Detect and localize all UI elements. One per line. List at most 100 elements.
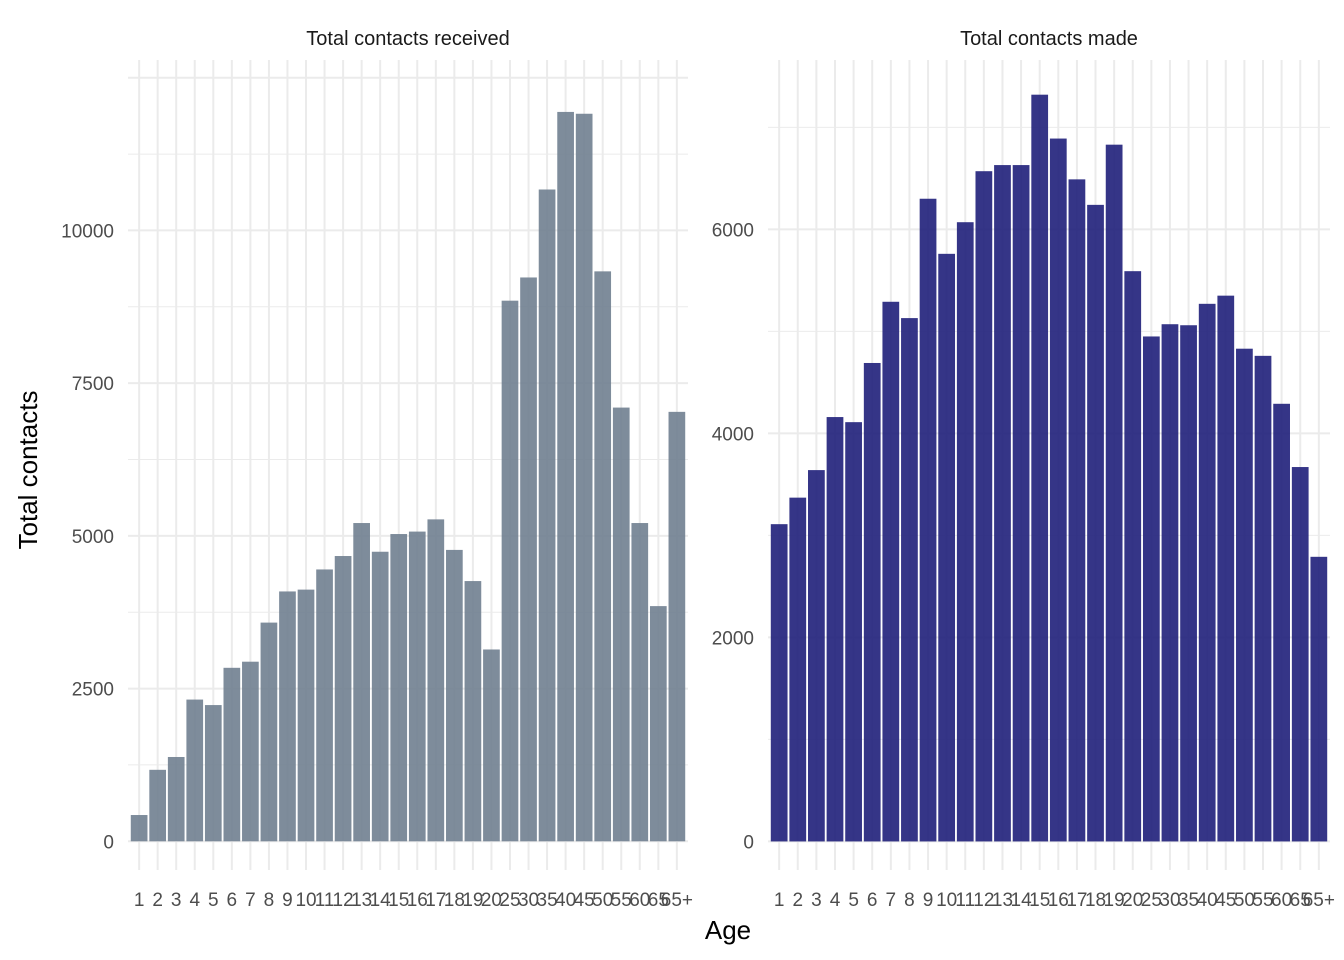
x-tick-label: 5 <box>208 890 219 911</box>
x-tick-label: 18 <box>444 890 465 911</box>
bar-30 <box>520 277 537 842</box>
bar-16 <box>408 531 426 842</box>
bar-9 <box>919 198 937 842</box>
bar-8 <box>260 622 278 842</box>
bar-12 <box>334 556 352 842</box>
bar-14 <box>1012 165 1030 842</box>
bar-7 <box>882 301 900 842</box>
x-tick-label: 1 <box>134 890 145 911</box>
x-tick-label: 7 <box>886 890 897 911</box>
bar-3 <box>167 756 185 842</box>
bar-20 <box>1124 271 1142 842</box>
x-tick-label: 55 <box>611 890 632 911</box>
y-axis-title: Total contacts <box>13 391 43 550</box>
x-tick-label: 65 <box>1290 890 1311 911</box>
x-tick-label: 35 <box>1178 890 1199 911</box>
bar-12 <box>975 171 993 842</box>
bars-received <box>130 111 686 842</box>
x-tick-label: 18 <box>1085 890 1106 911</box>
bar-6 <box>223 667 241 842</box>
x-tick-label: 16 <box>1048 890 1069 911</box>
bar-18 <box>446 549 463 842</box>
bar-6 <box>863 362 881 842</box>
bar-3 <box>808 470 825 842</box>
x-tick-label: 3 <box>811 890 822 911</box>
x-tick-label: 15 <box>1029 890 1050 911</box>
x-tick-label: 40 <box>1197 890 1218 911</box>
x-tick-label: 7 <box>245 890 256 911</box>
bar-15 <box>390 534 408 842</box>
x-tick-label: 2 <box>152 890 163 911</box>
x-tick-label: 30 <box>518 890 539 911</box>
bar-5 <box>845 422 862 842</box>
x-tick-label: 17 <box>425 890 446 911</box>
bar-50 <box>594 271 612 842</box>
x-tick-label: 15 <box>388 890 409 911</box>
y-tick-label: 5000 <box>72 527 114 548</box>
bar-60 <box>631 523 649 842</box>
bar-11 <box>316 569 333 842</box>
x-tick-label: 60 <box>629 890 650 911</box>
bar-45 <box>1217 295 1235 842</box>
x-tick-label: 25 <box>499 890 520 911</box>
bar-65 <box>649 606 667 842</box>
x-tick-label: 8 <box>904 890 915 911</box>
bar-30 <box>1161 324 1179 842</box>
x-tick-label: 14 <box>1011 890 1033 911</box>
x-tick-label: 12 <box>973 890 994 911</box>
x-axis-title: Age <box>705 915 751 945</box>
y-tick-label: 10000 <box>61 221 114 242</box>
bar-65+ <box>1310 556 1328 842</box>
x-tick-label: 45 <box>574 890 595 911</box>
y-tick-label: 2500 <box>72 680 114 701</box>
bar-65 <box>1291 467 1309 842</box>
bar-9 <box>279 591 296 842</box>
x-tick-label: 65+ <box>661 890 693 911</box>
bar-8 <box>901 318 918 842</box>
bar-13 <box>994 165 1011 842</box>
x-tick-label: 4 <box>830 890 841 911</box>
x-tick-label: 50 <box>1234 890 1255 911</box>
x-tick-label: 11 <box>315 890 335 911</box>
x-tick-label: 35 <box>537 890 558 911</box>
bar-1 <box>770 524 788 842</box>
x-tick-label: 20 <box>481 890 502 911</box>
bar-4 <box>826 417 844 842</box>
bar-5 <box>204 705 222 842</box>
bar-45 <box>575 113 593 842</box>
bar-2 <box>149 769 167 842</box>
x-tick-label: 65 <box>648 890 669 911</box>
bar-1 <box>130 815 148 842</box>
bar-20 <box>483 649 500 842</box>
bar-7 <box>242 661 259 842</box>
bars-made <box>770 94 1328 842</box>
x-tick-label: 10 <box>936 890 957 911</box>
bar-10 <box>297 589 315 842</box>
bar-16 <box>1049 138 1067 842</box>
x-tick-label: 50 <box>592 890 613 911</box>
y-tick-label: 4000 <box>712 424 754 445</box>
x-tick-label: 30 <box>1159 890 1180 911</box>
x-tick-label: 9 <box>282 890 293 911</box>
bar-25 <box>501 300 519 842</box>
bar-4 <box>186 699 204 842</box>
bar-40 <box>1198 303 1216 842</box>
y-tick-label: 0 <box>103 832 114 853</box>
x-tick-label: 1 <box>774 890 785 911</box>
x-tick-label: 2 <box>792 890 803 911</box>
panel-received: Total contacts received 0 2500 5000 7500 1000… <box>61 28 693 911</box>
bar-2 <box>789 497 807 842</box>
x-tick-label: 13 <box>992 890 1013 911</box>
x-tick-label: 4 <box>189 890 200 911</box>
x-tick-label: 8 <box>264 890 275 911</box>
x-tick-label: 65+ <box>1303 890 1335 911</box>
x-tick-label: 19 <box>462 890 483 911</box>
x-tick-label: 13 <box>351 890 372 911</box>
x-tick-label: 55 <box>1252 890 1273 911</box>
bar-35 <box>1180 325 1197 842</box>
bar-50 <box>1236 348 1253 842</box>
x-tick-label: 6 <box>227 890 238 911</box>
bar-15 <box>1031 94 1049 842</box>
y-tick-label: 7500 <box>72 374 114 395</box>
